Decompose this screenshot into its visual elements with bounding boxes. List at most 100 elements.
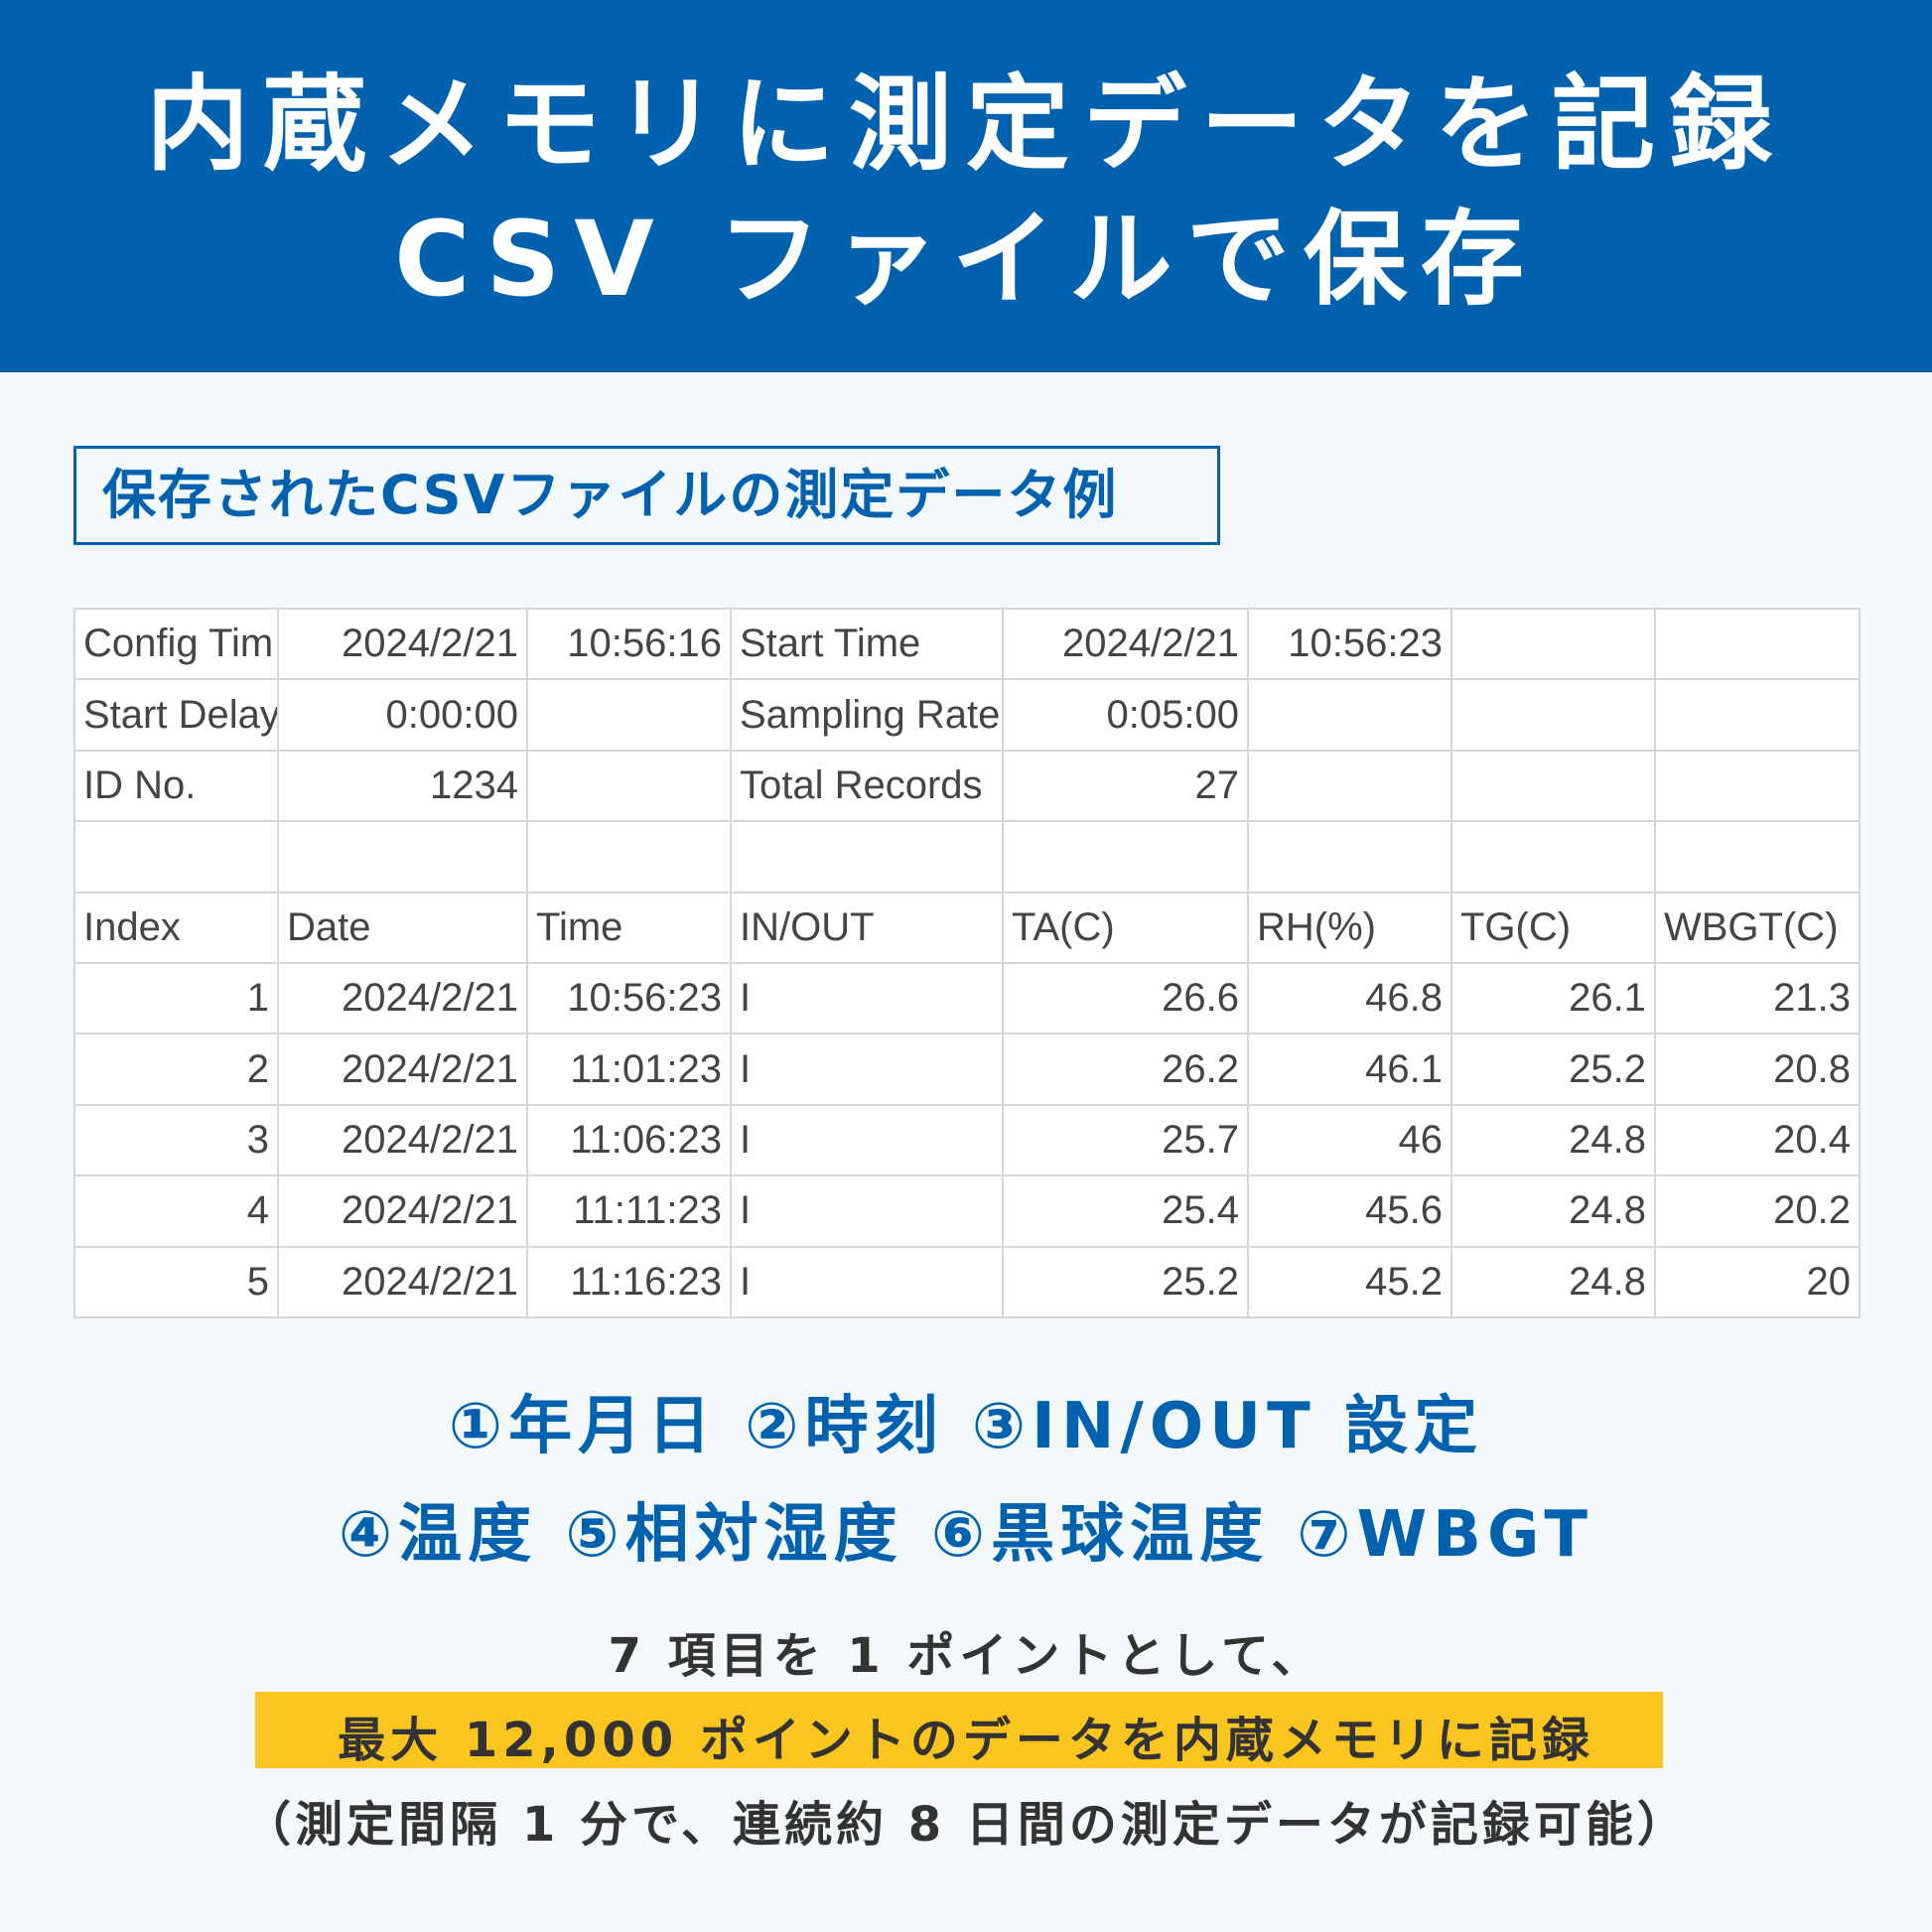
- table-cell: 46: [1247, 1103, 1452, 1177]
- table-cell: 5: [73, 1245, 279, 1318]
- table-cell: I: [730, 1103, 1004, 1177]
- table-cell: 4: [73, 1174, 279, 1248]
- table-cell: [1450, 820, 1656, 894]
- table-cell: 26.2: [1002, 1033, 1249, 1106]
- table-row: 5 2024/2/21 11:16:23 I 25.2 45.2 24.8 20: [73, 1245, 1861, 1318]
- table-cell: 45.2: [1247, 1245, 1452, 1318]
- table-cell: 11:01:23: [526, 1033, 732, 1106]
- table-cell: [1654, 607, 1861, 681]
- table-cell: 25.2: [1002, 1245, 1249, 1318]
- table-cell: [1247, 820, 1452, 894]
- section-subtitle: 保存されたCSVファイルの測定データ例: [73, 446, 1220, 545]
- table-cell: Config Tim: [73, 607, 279, 681]
- table-row: 2 2024/2/21 11:01:23 I 26.2 46.1 25.2 20.8: [73, 1033, 1861, 1106]
- legend-line2: ④温度 ⑤相対湿度 ⑥黒球温度 ⑦WBGT: [338, 1498, 1594, 1572]
- table-cell: I: [730, 1174, 1004, 1248]
- table-row: Config Tim 2024/2/21 10:56:16 Start Time 202…: [73, 607, 1861, 681]
- table-cell: 21.3: [1654, 961, 1861, 1035]
- table-cell: 10:56:23: [1247, 607, 1452, 681]
- table-cell: 45.6: [1247, 1174, 1452, 1248]
- table-row: 1 2024/2/21 10:56:23 I 26.6 46.8 26.1 21.3: [73, 961, 1861, 1035]
- table-cell: [1002, 820, 1249, 894]
- table-cell: [1654, 749, 1861, 823]
- table-cell: 2024/2/21: [277, 1245, 528, 1318]
- table-cell: 27: [1002, 749, 1249, 823]
- table-cell: 24.8: [1450, 1174, 1656, 1248]
- table-cell: 20: [1654, 1245, 1861, 1318]
- table-cell: 25.2: [1450, 1033, 1656, 1106]
- table-row: ID No. 1234 Total Records 27: [73, 749, 1861, 823]
- table-cell: 2: [73, 1033, 279, 1106]
- table-cell: 3: [73, 1103, 279, 1177]
- table-row: Start Delay 0:00:00 Sampling Rate 0:05:00: [73, 678, 1861, 752]
- table-row: 4 2024/2/21 11:11:23 I 25.4 45.6 24.8 20.2: [73, 1174, 1861, 1248]
- table-cell: I: [730, 961, 1004, 1035]
- table-cell: 25.7: [1002, 1103, 1249, 1177]
- table-cell: IN/OUT: [730, 891, 1004, 964]
- table-cell: [526, 749, 732, 823]
- table-cell: 24.8: [1450, 1245, 1656, 1318]
- table-cell: 2024/2/21: [277, 961, 528, 1035]
- table-cell: [1654, 678, 1861, 752]
- table-cell: 46.1: [1247, 1033, 1452, 1106]
- table-cell: 20.4: [1654, 1103, 1861, 1177]
- table-cell: [730, 820, 1004, 894]
- legend-line1: ①年月日 ②時刻 ③IN/OUT 設定: [448, 1390, 1484, 1463]
- table-cell: 11:16:23: [526, 1245, 732, 1318]
- table-cell: [1247, 678, 1452, 752]
- header-title-line2: CSV ファイルで保存: [394, 199, 1538, 320]
- table-cell: Total Records: [730, 749, 1004, 823]
- table-cell: WBGT(C): [1654, 891, 1861, 964]
- table-cell: 2024/2/21: [277, 1174, 528, 1248]
- table-cell: 26.6: [1002, 961, 1249, 1035]
- table-cell: Start Time: [730, 607, 1004, 681]
- csv-table: Config Tim 2024/2/21 10:56:16 Start Time 202…: [73, 607, 1861, 1318]
- table-cell: 2024/2/21: [277, 1033, 528, 1106]
- table-cell: Index: [73, 891, 279, 964]
- table-cell: 25.4: [1002, 1174, 1249, 1248]
- table-cell: ID No.: [73, 749, 279, 823]
- table-cell: [1450, 607, 1656, 681]
- table-cell: [1654, 820, 1861, 894]
- table-cell: 46.8: [1247, 961, 1452, 1035]
- header-title-line1: 内蔵メモリに測定データを記録: [145, 64, 1786, 185]
- table-cell: 26.1: [1450, 961, 1656, 1035]
- note-line3: （測定間隔 1 分で、連続約 8 日間の測定データが記録可能）: [243, 1797, 1689, 1853]
- table-cell: [1450, 678, 1656, 752]
- table-cell: [526, 678, 732, 752]
- table-cell: 0:05:00: [1002, 678, 1249, 752]
- table-cell: [73, 820, 279, 894]
- table-cell: [277, 820, 528, 894]
- table-cell: TG(C): [1450, 891, 1656, 964]
- table-cell: 2024/2/21: [277, 607, 528, 681]
- table-cell: 20.8: [1654, 1033, 1861, 1106]
- table-cell: TA(C): [1002, 891, 1249, 964]
- table-cell: 0:00:00: [277, 678, 528, 752]
- table-cell: 1: [73, 961, 279, 1035]
- table-cell: RH(%): [1247, 891, 1452, 964]
- table-cell: [526, 820, 732, 894]
- table-cell: [1247, 749, 1452, 823]
- header-banner: 内蔵メモリに測定データを記録 CSV ファイルで保存: [0, 0, 1932, 372]
- note-line1: 7 項目を 1 ポイントとして、: [608, 1628, 1324, 1684]
- note-highlight: 最大 12,000 ポイントのデータを内蔵メモリに記録: [338, 1713, 1594, 1768]
- highlight-box: [255, 1692, 1663, 1768]
- table-cell: 2024/2/21: [277, 1103, 528, 1177]
- table-cell: Start Delay: [73, 678, 279, 752]
- table-cell: 2024/2/21: [1002, 607, 1249, 681]
- table-row: Index Date Time IN/OUT TA(C) RH(%) TG(C) WBGT(C…: [73, 891, 1861, 964]
- table-cell: Date: [277, 891, 528, 964]
- table-cell: 20.2: [1654, 1174, 1861, 1248]
- table-cell: [1450, 749, 1656, 823]
- table-cell: Sampling Rate: [730, 678, 1004, 752]
- table-cell: 24.8: [1450, 1103, 1656, 1177]
- table-cell: 10:56:23: [526, 961, 732, 1035]
- table-cell: Time: [526, 891, 732, 964]
- table-cell: 10:56:16: [526, 607, 732, 681]
- table-cell: 11:11:23: [526, 1174, 732, 1248]
- table-cell: 11:06:23: [526, 1103, 732, 1177]
- table-cell: I: [730, 1033, 1004, 1106]
- table-cell: I: [730, 1245, 1004, 1318]
- table-row: 3 2024/2/21 11:06:23 I 25.7 46 24.8 20.4: [73, 1103, 1861, 1177]
- table-cell: 1234: [277, 749, 528, 823]
